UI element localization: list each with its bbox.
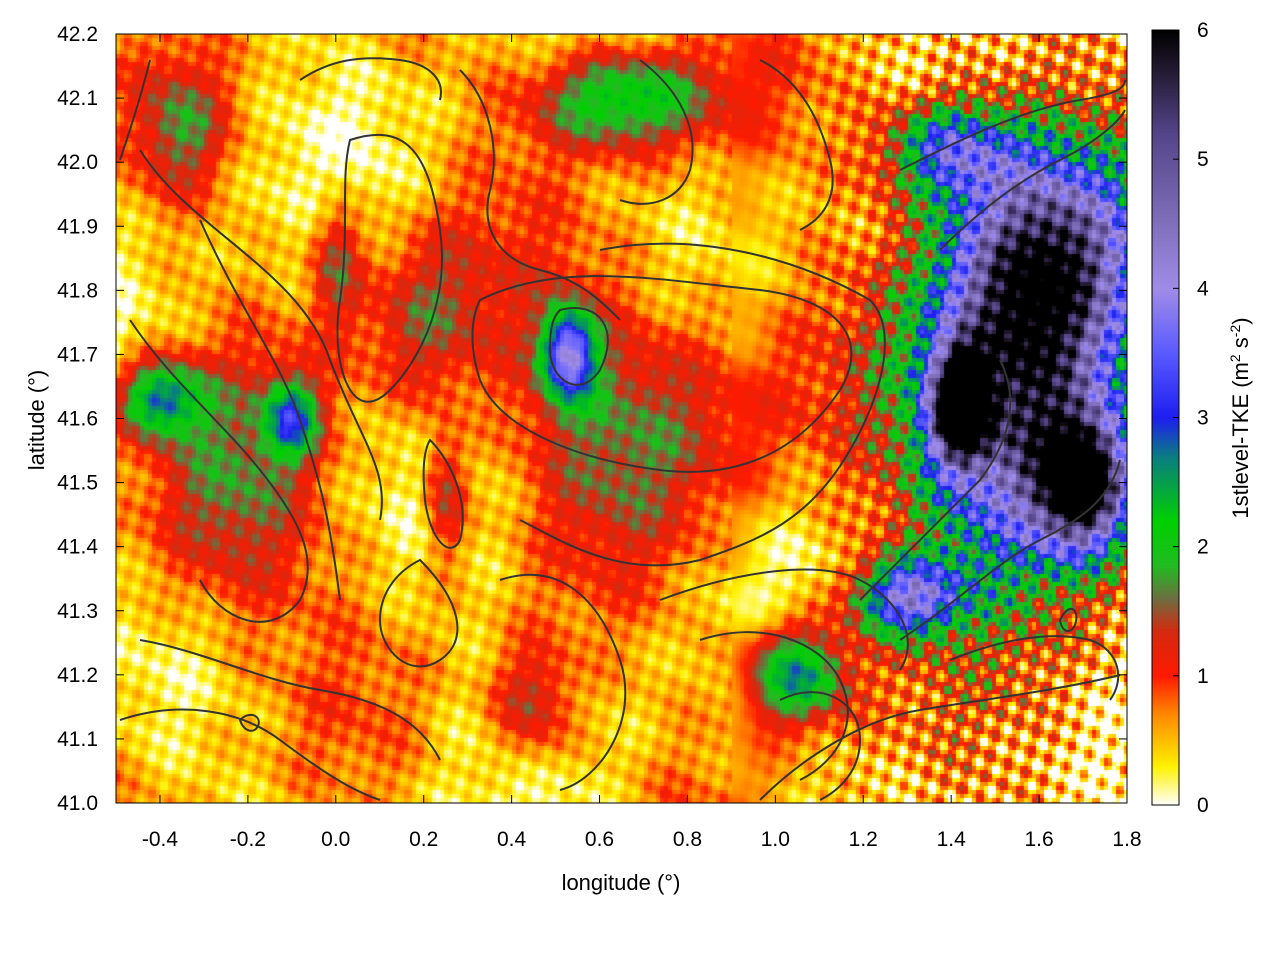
y-tick-label: 41.3 (57, 600, 98, 623)
colorbar-tick-label: 1 (1197, 665, 1209, 688)
contour-line (119, 708, 381, 801)
contour-line (519, 242, 886, 567)
contour-line (899, 79, 1126, 171)
tke-heatmap (116, 34, 1127, 803)
contour-line (619, 59, 694, 205)
y-tick-label: 41.1 (57, 728, 98, 751)
y-axis: 41.0 41.1 41.2 41.3 41.4 41.5 41.6 41.7 41.8 41.9… (57, 23, 1127, 815)
x-axis-label: longitude (°) (562, 870, 681, 895)
contour-line (659, 568, 909, 671)
x-tick-label: -0.2 (230, 828, 266, 851)
contour-line (759, 674, 1121, 801)
colorbar-tick-label: 0 (1197, 794, 1209, 817)
terrain-contours (119, 57, 1126, 801)
contour-line (139, 149, 383, 521)
contour-line (422, 438, 464, 549)
y-axis-label: latitude (°) (24, 370, 49, 471)
contour-line (471, 275, 853, 473)
x-tick-label: 0.0 (321, 828, 350, 851)
y-tick-label: 41.8 (57, 279, 98, 302)
contour-line (199, 219, 341, 601)
x-tick-label: 0.8 (673, 828, 702, 851)
colorbar-tick-label: 5 (1197, 148, 1209, 171)
y-tick-label: 41.5 (57, 472, 98, 495)
x-tick-label: 0.6 (585, 828, 614, 851)
contour-line (779, 691, 862, 801)
x-tick-label: 1.6 (1024, 828, 1053, 851)
y-tick-label: 41.0 (57, 792, 98, 815)
contour-line (238, 713, 260, 732)
contour-line (459, 69, 621, 321)
contour-line (336, 134, 443, 403)
y-tick-label: 41.2 (57, 664, 98, 687)
y-tick-label: 41.6 (57, 408, 98, 431)
contour-line (299, 57, 442, 101)
x-tick-label: 0.2 (409, 828, 438, 851)
plot-frame (115, 33, 1128, 804)
y-tick-label: 41.4 (57, 536, 98, 559)
contour-line (859, 359, 1012, 601)
x-axis: -0.4 -0.2 0.0 0.2 0.4 0.6 0.8 1.0 1.2 1.4 1.6 1.8 (142, 34, 1142, 851)
colorbar-axis: 0 1 2 3 4 5 6 (1173, 19, 1209, 817)
contour-line (939, 109, 1126, 251)
x-tick-label: 1.2 (849, 828, 878, 851)
contour-line (129, 319, 309, 623)
contour-line (119, 59, 151, 161)
contour-line (548, 307, 609, 386)
contour-line (1058, 607, 1078, 632)
contour-line (899, 459, 1121, 641)
contour-line (499, 573, 627, 791)
contour-line (699, 631, 849, 781)
contour-line (378, 558, 459, 668)
colorbar-tick-label: 2 (1197, 536, 1209, 559)
y-tick-label: 41.9 (57, 215, 98, 238)
y-tick-label: 42.1 (57, 87, 98, 110)
x-tick-label: 1.8 (1112, 828, 1141, 851)
contour-line (139, 639, 441, 761)
colorbar-label: 1stlevel-TKE (m2 s-2) (1227, 317, 1253, 518)
colorbar-tick-label: 3 (1197, 407, 1209, 430)
y-tick-label: 42.2 (57, 23, 98, 46)
x-tick-label: 0.4 (497, 828, 527, 851)
colorbar-tick-label: 4 (1197, 277, 1209, 300)
contour-line (759, 59, 834, 231)
x-tick-label: 1.0 (761, 828, 790, 851)
contour-line (949, 635, 1120, 701)
x-tick-label: 1.4 (937, 828, 967, 851)
colorbar-tick-label: 6 (1197, 19, 1209, 42)
y-tick-label: 41.7 (57, 343, 98, 366)
x-tick-label: -0.4 (142, 828, 179, 851)
y-tick-label: 42.0 (57, 151, 98, 174)
